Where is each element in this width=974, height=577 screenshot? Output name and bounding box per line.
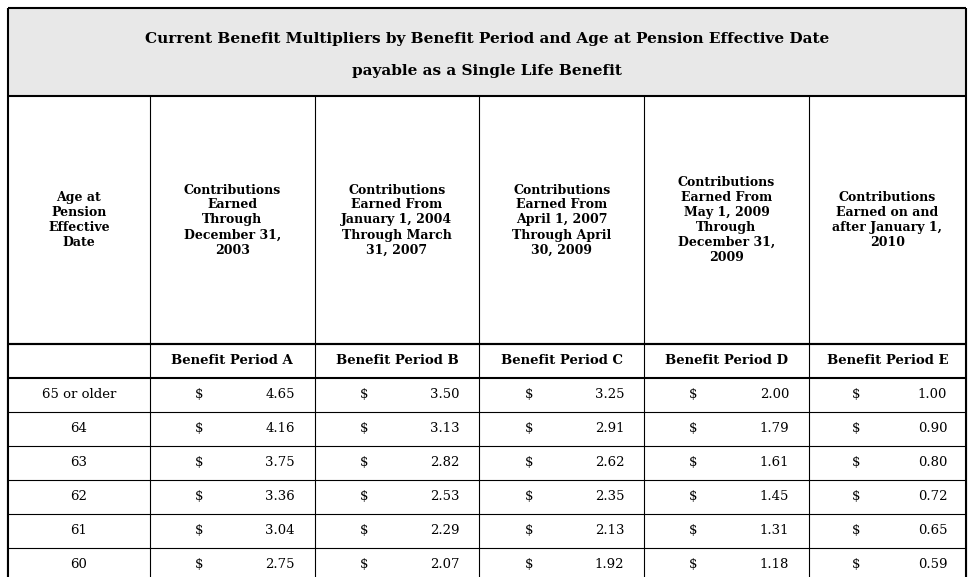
Text: 0.72: 0.72 xyxy=(918,490,947,504)
Text: $: $ xyxy=(525,388,533,402)
Text: 1.31: 1.31 xyxy=(760,524,789,538)
Text: $: $ xyxy=(359,422,368,436)
Bar xyxy=(8,412,966,446)
Text: 2.35: 2.35 xyxy=(595,490,624,504)
Text: $: $ xyxy=(690,524,697,538)
Text: Benefit Period A: Benefit Period A xyxy=(171,354,293,368)
Text: $: $ xyxy=(359,490,368,504)
Text: 0.90: 0.90 xyxy=(918,422,947,436)
Text: Current Benefit Multipliers by Benefit Period and Age at Pension Effective Date: Current Benefit Multipliers by Benefit P… xyxy=(145,32,829,46)
Text: $: $ xyxy=(690,388,697,402)
Text: 61: 61 xyxy=(70,524,88,538)
Text: 1.92: 1.92 xyxy=(595,559,624,571)
Text: $: $ xyxy=(359,388,368,402)
Text: Contributions
Earned From
May 1, 2009
Through
December 31,
2009: Contributions Earned From May 1, 2009 Th… xyxy=(678,176,775,264)
Text: 0.59: 0.59 xyxy=(918,559,947,571)
Text: 3.36: 3.36 xyxy=(265,490,295,504)
Text: $: $ xyxy=(359,456,368,470)
Text: 4.16: 4.16 xyxy=(265,422,295,436)
Text: $: $ xyxy=(525,456,533,470)
Text: $: $ xyxy=(195,422,204,436)
Text: $: $ xyxy=(852,524,860,538)
Text: $: $ xyxy=(690,559,697,571)
Text: 3.75: 3.75 xyxy=(265,456,295,470)
Text: Benefit Period B: Benefit Period B xyxy=(336,354,459,368)
Bar xyxy=(8,8,966,96)
Text: 0.65: 0.65 xyxy=(918,524,947,538)
Text: $: $ xyxy=(195,524,204,538)
Text: 2.07: 2.07 xyxy=(431,559,460,571)
Text: 2.75: 2.75 xyxy=(265,559,295,571)
Text: $: $ xyxy=(195,559,204,571)
Text: Age at
Pension
Effective
Date: Age at Pension Effective Date xyxy=(48,191,110,249)
Bar xyxy=(8,96,966,344)
Text: $: $ xyxy=(852,490,860,504)
Text: $: $ xyxy=(525,422,533,436)
Text: 63: 63 xyxy=(70,456,88,470)
Text: $: $ xyxy=(525,524,533,538)
Text: Contributions
Earned From
April 1, 2007
Through April
30, 2009: Contributions Earned From April 1, 2007 … xyxy=(512,183,612,257)
Text: $: $ xyxy=(195,490,204,504)
Text: 1.79: 1.79 xyxy=(760,422,789,436)
Text: $: $ xyxy=(525,559,533,571)
Bar xyxy=(8,378,966,412)
Text: Benefit Period D: Benefit Period D xyxy=(665,354,788,368)
Text: Benefit Period E: Benefit Period E xyxy=(827,354,949,368)
Text: $: $ xyxy=(525,490,533,504)
Text: 3.25: 3.25 xyxy=(595,388,624,402)
Text: 3.13: 3.13 xyxy=(430,422,460,436)
Text: 2.00: 2.00 xyxy=(760,388,789,402)
Text: 2.53: 2.53 xyxy=(431,490,460,504)
Text: Benefit Period C: Benefit Period C xyxy=(501,354,622,368)
Bar xyxy=(8,480,966,514)
Text: 1.18: 1.18 xyxy=(760,559,789,571)
Text: 2.82: 2.82 xyxy=(431,456,460,470)
Text: $: $ xyxy=(852,559,860,571)
Text: 65 or older: 65 or older xyxy=(42,388,116,402)
Text: 1.61: 1.61 xyxy=(760,456,789,470)
Text: 3.50: 3.50 xyxy=(431,388,460,402)
Text: 60: 60 xyxy=(70,559,88,571)
Text: $: $ xyxy=(690,490,697,504)
Text: $: $ xyxy=(852,456,860,470)
Text: $: $ xyxy=(195,456,204,470)
Text: $: $ xyxy=(359,559,368,571)
Text: 1.00: 1.00 xyxy=(918,388,947,402)
Text: $: $ xyxy=(852,422,860,436)
Text: payable as a Single Life Benefit: payable as a Single Life Benefit xyxy=(352,65,622,78)
Bar xyxy=(8,446,966,480)
Text: Contributions
Earned on and
after January 1,
2010: Contributions Earned on and after Januar… xyxy=(833,191,943,249)
Text: Contributions
Earned
Through
December 31,
2003: Contributions Earned Through December 31… xyxy=(183,183,281,257)
Text: 2.62: 2.62 xyxy=(595,456,624,470)
Bar xyxy=(8,344,966,378)
Text: 1.45: 1.45 xyxy=(760,490,789,504)
Text: 62: 62 xyxy=(70,490,88,504)
Text: Contributions
Earned From
January 1, 2004
Through March
31, 2007: Contributions Earned From January 1, 200… xyxy=(341,183,453,257)
Text: 2.29: 2.29 xyxy=(431,524,460,538)
Text: 2.91: 2.91 xyxy=(595,422,624,436)
Bar xyxy=(8,514,966,548)
Text: $: $ xyxy=(852,388,860,402)
Text: 2.13: 2.13 xyxy=(595,524,624,538)
Text: $: $ xyxy=(195,388,204,402)
Text: 64: 64 xyxy=(70,422,88,436)
Text: 4.65: 4.65 xyxy=(265,388,295,402)
Text: 3.04: 3.04 xyxy=(265,524,295,538)
Bar xyxy=(8,548,966,577)
Text: $: $ xyxy=(359,524,368,538)
Text: 0.80: 0.80 xyxy=(918,456,947,470)
Text: $: $ xyxy=(690,456,697,470)
Text: $: $ xyxy=(690,422,697,436)
